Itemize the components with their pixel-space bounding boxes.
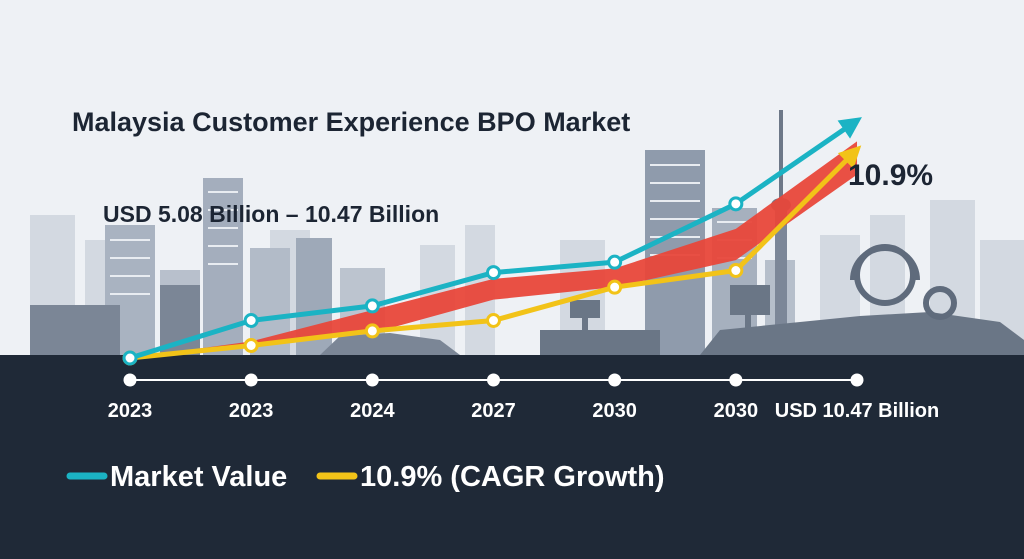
timeline-dot: [123, 373, 137, 387]
data-point-market-value: [607, 254, 623, 270]
timeline-dot: [244, 373, 258, 387]
timeline-dot: [487, 373, 500, 387]
legend: Market Value 10.9% (CAGR Growth): [66, 461, 665, 493]
skyline-near: [30, 285, 1024, 355]
timeline-dot: [365, 373, 379, 387]
data-point-10-9-cagr-growth: [607, 279, 623, 295]
data-point-market-value: [243, 313, 259, 328]
chart-subtitle: USD 5.08 Billion – 10.47 Billion: [103, 201, 439, 227]
series-arrowhead-10-9-cagr-growth: [837, 145, 862, 169]
data-point-10-9-cagr-growth: [728, 263, 744, 278]
timeline-dot: [608, 373, 622, 387]
chart-title: Malaysia Customer Experience BPO Market: [72, 107, 630, 137]
data-point-market-value: [486, 265, 501, 281]
trend-band-layer: [130, 141, 857, 358]
timeline-band: [0, 355, 1024, 559]
data-point-10-9-cagr-growth: [243, 338, 259, 353]
headset-icon: [850, 244, 957, 320]
data-point-market-value: [364, 298, 380, 314]
x-tick-label: USD 10.47 Billion: [775, 400, 940, 422]
timeline-axis: 2023 2023 2024 2027 2030 2030 USD 10.47 Billio…: [108, 373, 940, 422]
x-tick-label: 2023: [108, 400, 153, 422]
growth-callout: 10.9%: [848, 159, 933, 192]
timeline-dot: [729, 373, 743, 387]
x-tick-label: 2030: [592, 400, 637, 422]
series-layer: [122, 117, 862, 366]
data-point-market-value: [122, 350, 138, 366]
data-point-10-9-cagr-growth: [364, 323, 380, 339]
x-tick-label: 2027: [471, 400, 516, 422]
x-tick-label: 2030: [714, 400, 759, 422]
data-point-market-value: [728, 196, 744, 212]
timeline-dot: [850, 373, 864, 387]
legend-label: 10.9% (CAGR Growth): [360, 461, 665, 493]
x-tick-label: 2024: [350, 400, 395, 422]
trend-band: [130, 141, 857, 358]
data-point-10-9-cagr-growth: [486, 313, 501, 328]
series-arrowhead-market-value: [837, 117, 862, 139]
x-tick-label: 2023: [229, 400, 274, 422]
legend-label: Market Value: [110, 461, 287, 493]
